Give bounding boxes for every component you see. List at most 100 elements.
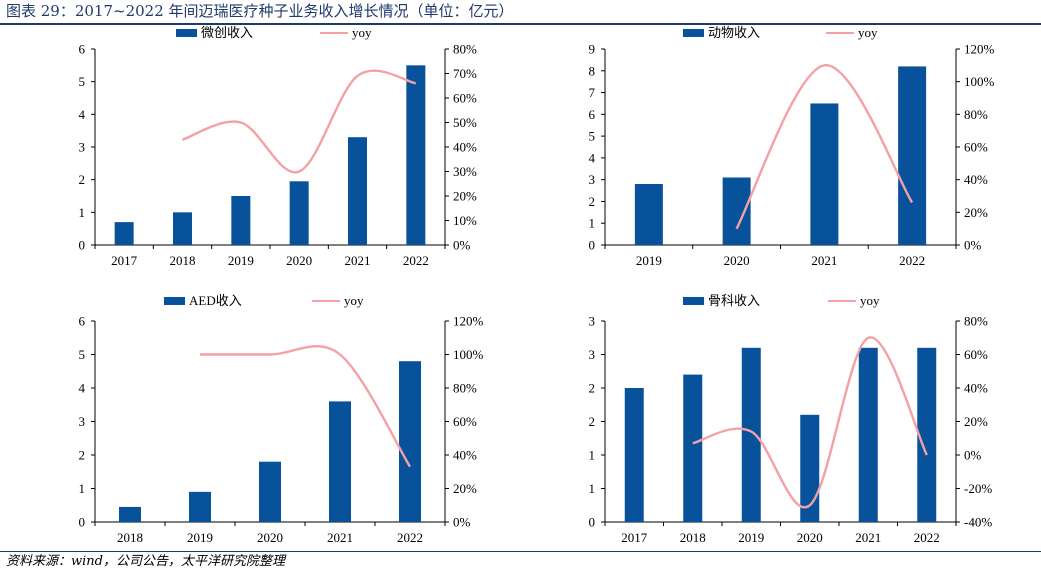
y-tick-label-left: 2 [79, 172, 86, 187]
y-tick-label-right: 20% [964, 414, 988, 429]
y-tick-label-right: 60% [453, 91, 477, 106]
y-tick-label-left: 1 [589, 481, 596, 496]
bar [898, 66, 927, 245]
bar [289, 181, 309, 245]
bar [917, 347, 937, 522]
y-tick-label-left: 0 [589, 238, 596, 253]
y-tick-label-right: 100% [964, 74, 995, 89]
y-tick-label-left: 9 [589, 42, 596, 57]
y-tick-label-left: 1 [79, 205, 86, 220]
y-tick-label-right: 50% [453, 115, 477, 130]
y-tick-label-right: 80% [453, 42, 477, 57]
y-tick-label-right: 80% [453, 381, 477, 396]
y-tick-label-right: 0% [964, 448, 982, 463]
y-tick-label-left: 2 [589, 381, 596, 396]
y-tick-label-left: 5 [589, 129, 596, 144]
x-tick-label: 2021 [327, 530, 353, 545]
y-tick-label-right: 60% [453, 414, 477, 429]
y-tick-label-left: 5 [79, 347, 86, 362]
y-tick-label-right: -40% [964, 515, 992, 530]
y-tick-label-left: 6 [79, 42, 86, 57]
legend-bar-label: 微创收入 [201, 25, 253, 40]
legend-line-label: yoy [344, 293, 364, 308]
y-tick-label-left: 6 [79, 314, 86, 329]
bar [259, 461, 281, 522]
y-tick-label-right: 70% [453, 66, 477, 81]
x-tick-label: 2019 [636, 253, 662, 268]
y-tick-label-left: 3 [589, 347, 596, 362]
x-tick-label: 2017 [111, 253, 138, 268]
legend-bar-label: 骨科收入 [708, 293, 760, 308]
x-tick-label: 2021 [811, 253, 837, 268]
y-tick-label-right: 0% [453, 515, 471, 530]
x-tick-label: 2020 [797, 530, 823, 545]
x-tick-label: 2018 [170, 253, 196, 268]
y-tick-label-right: 10% [453, 213, 477, 228]
chart-aed: AED收入 yoy01234560%20%40%60%80%100%120%201… [79, 293, 484, 545]
x-tick-label: 2021 [855, 530, 881, 545]
y-tick-label-right: 120% [453, 314, 484, 329]
yoy-line [182, 69, 417, 174]
y-tick-label-left: 6 [589, 107, 596, 122]
y-tick-label-left: 2 [589, 414, 596, 429]
legend-line-label: yoy [352, 25, 372, 40]
y-tick-label-right: -20% [964, 481, 992, 496]
bar [173, 212, 192, 245]
y-tick-label-left: 2 [79, 448, 86, 463]
bar [858, 347, 878, 522]
legend-bar-swatch [683, 297, 704, 305]
chart-orthopedics: 骨科收入 yoy 0 1 1 2 2 3 3 -40% -20% 0% 20% 40% 60% 80% 2017… [589, 293, 993, 545]
y-tick-label-right: 0% [964, 238, 982, 253]
y-tick-label-right: 20% [964, 205, 988, 220]
y-tick-label-right: 20% [453, 189, 477, 204]
x-tick-label: 2017 [621, 530, 648, 545]
bar [683, 374, 703, 522]
bar [348, 137, 367, 245]
y-tick-label-right: 40% [964, 381, 988, 396]
bar [119, 506, 141, 522]
bar [810, 103, 839, 245]
bar [722, 177, 751, 245]
bar [399, 361, 421, 522]
y-tick-label-left: 3 [79, 140, 86, 155]
x-tick-label: 2020 [724, 253, 750, 268]
y-tick-label-left: 0 [589, 515, 596, 530]
bar [231, 196, 251, 245]
legend-bar-swatch [176, 29, 197, 37]
y-tick-label-right: 80% [964, 314, 988, 329]
y-tick-label-right: 80% [964, 107, 988, 122]
y-tick-label-right: 120% [964, 42, 995, 57]
y-tick-label-right: 100% [453, 347, 484, 362]
x-tick-label: 2018 [117, 530, 143, 545]
legend-bar-swatch [164, 297, 185, 305]
legend-bar-label: AED收入 [189, 293, 242, 308]
y-tick-label-right: 0% [453, 238, 471, 253]
legend-bar-label: 动物收入 [708, 25, 760, 40]
y-tick-label-left: 4 [79, 107, 86, 122]
x-tick-label: 2021 [345, 253, 371, 268]
bar [189, 491, 211, 522]
y-tick-label-right: 40% [453, 448, 477, 463]
bar [329, 401, 351, 522]
y-tick-label-left: 4 [589, 150, 596, 165]
y-tick-label-right: 60% [964, 140, 988, 155]
y-tick-label-left: 1 [589, 448, 596, 463]
figure-title: 图表 29：2017~2022 年间迈瑞医疗种子业务收入增长情况（单位：亿元） [6, 2, 514, 20]
y-tick-label-right: 60% [964, 347, 988, 362]
legend-bar-swatch [683, 29, 704, 37]
y-tick-label-left: 0 [79, 515, 86, 530]
x-tick-label: 2022 [914, 530, 940, 545]
x-tick-label: 2020 [286, 253, 312, 268]
bar [406, 65, 426, 245]
y-tick-label-left: 0 [79, 238, 86, 253]
legend-line-label: yoy [860, 293, 880, 308]
x-tick-label: 2019 [187, 530, 213, 545]
y-tick-label-left: 5 [79, 74, 86, 89]
x-tick-label: 2019 [228, 253, 254, 268]
chart-animal-medical: 动物收入 yoy 0 1 2 3 4 5 6 7 8 9 0% 20% 40% 60% 80% 100% 120% 2… [589, 25, 995, 268]
footer-divider [0, 551, 1041, 552]
yoy-line [692, 336, 928, 509]
y-tick-label-left: 4 [79, 381, 86, 396]
bar [114, 222, 134, 245]
bar [624, 388, 644, 522]
